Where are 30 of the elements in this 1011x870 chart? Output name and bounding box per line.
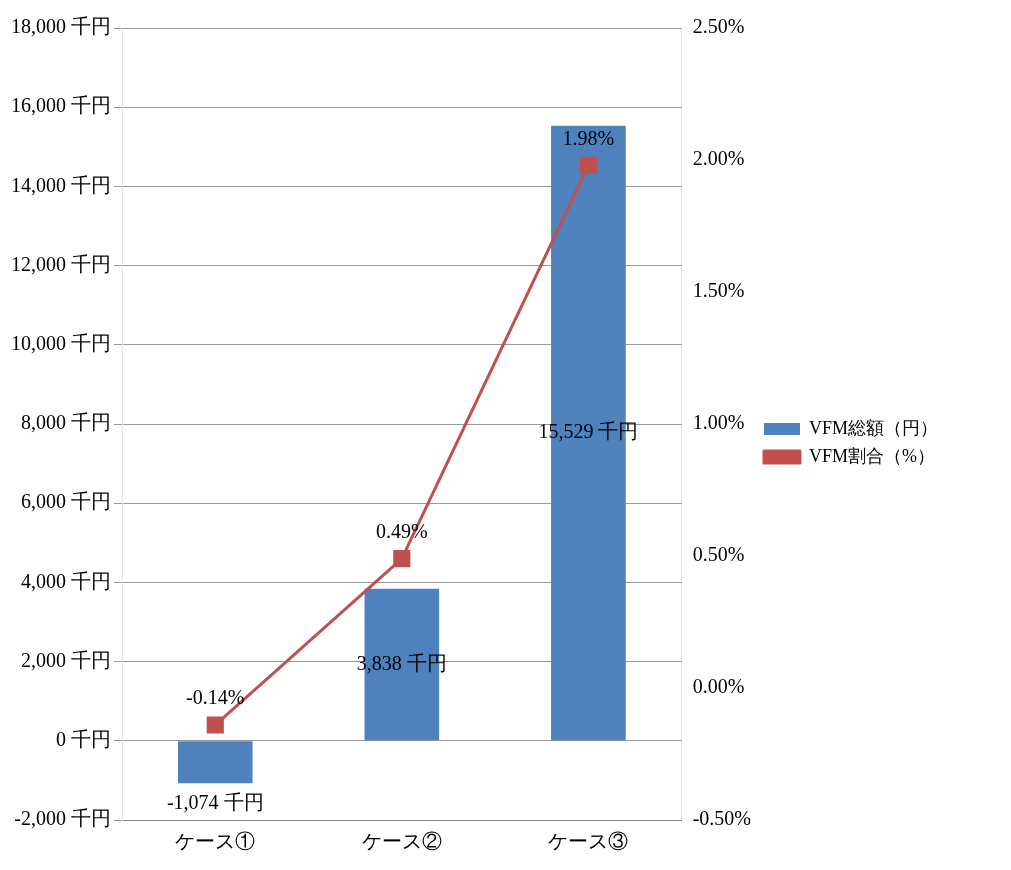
y2-tick-label: 2.00% [692, 147, 745, 170]
y2-tick-label: 2.50% [692, 15, 745, 38]
y-tick-label: 8,000 千円 [21, 411, 111, 434]
x-tick-label: ケース② [361, 830, 442, 853]
y-tick-label: 10,000 千円 [11, 332, 111, 355]
y2-tick-label: 0.50% [692, 543, 745, 566]
y-tick-label: 0 千円 [56, 728, 111, 751]
y-tick-label: 2,000 千円 [21, 648, 111, 671]
point [206, 716, 224, 734]
y2-tick-label: -0.50% [692, 807, 751, 830]
point [579, 156, 597, 174]
legend-label: VFM総額（円） [808, 417, 938, 438]
y-tick-label: -2,000 千円 [14, 807, 111, 830]
legend-label: VFM割合（%） [808, 445, 935, 466]
y-tick-label: 6,000 千円 [21, 490, 111, 513]
data-label: 1.98% [562, 126, 615, 149]
y-tick-label: 16,000 千円 [11, 94, 111, 117]
bar [177, 741, 253, 784]
y-tick-label: 14,000 千円 [11, 173, 111, 196]
x-tick-label: ケース① [175, 830, 256, 853]
y2-tick-label: 0.00% [692, 675, 745, 698]
y-tick-label: 4,000 千円 [21, 569, 111, 592]
y2-tick-label: 1.00% [692, 411, 745, 434]
y-tick-label: 18,000 千円 [11, 15, 111, 38]
data-label: -0.14% [186, 686, 245, 709]
y-tick-label: 12,000 千円 [11, 252, 111, 275]
data-label: -1,074 千円 [166, 790, 264, 813]
x-tick-label: ケース③ [548, 830, 629, 853]
point [393, 550, 411, 568]
y2-tick-label: 1.50% [692, 279, 745, 302]
